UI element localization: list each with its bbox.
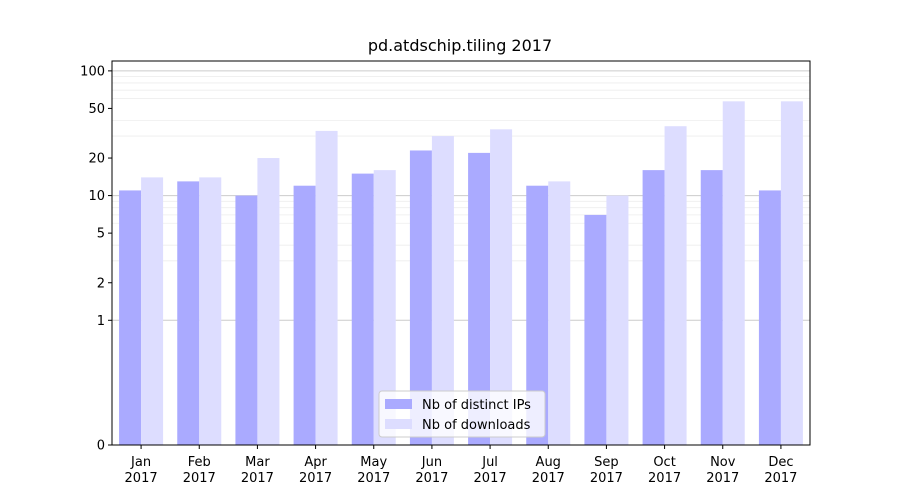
bar-distinct-ips [293, 185, 316, 445]
x-tick-label-month: Jan [130, 455, 151, 470]
x-tick-label-month: Sep [594, 455, 619, 470]
x-tick-label-month: Dec [768, 455, 793, 470]
x-tick-label-year: 2017 [648, 471, 681, 486]
x-tick-label-month: Feb [188, 455, 211, 470]
x-tick-label-year: 2017 [299, 471, 332, 486]
bar-distinct-ips [119, 190, 142, 445]
bars-layer [119, 101, 803, 446]
bar-downloads [373, 170, 396, 445]
legend-label: Nb of distinct IPs [422, 398, 531, 413]
x-tick-label-year: 2017 [706, 471, 739, 486]
y-tick-label: 10 [88, 189, 105, 204]
x-tick-label-month: Nov [710, 455, 736, 470]
y-tick-label: 20 [88, 152, 105, 167]
legend-label: Nb of downloads [422, 418, 531, 433]
x-tick-label-month: Jun [421, 455, 442, 470]
legend-box [378, 390, 546, 438]
bar-distinct-ips [700, 170, 723, 445]
x-tick-label-month: Jul [481, 455, 498, 470]
x-tick-label-month: Mar [245, 455, 270, 470]
chart-title: pd.atdschip.tiling 2017 [368, 36, 552, 55]
bar-downloads [664, 126, 687, 446]
bar-downloads [780, 101, 803, 446]
legend: Nb of distinct IPs Nb of downloads [378, 390, 546, 438]
bar-distinct-ips [235, 195, 258, 445]
x-tick-label-month: Aug [536, 455, 561, 470]
y-tick-label: 50 [88, 102, 105, 117]
axes-layer: Jan2017Feb2017Mar2017Apr2017May2017Jun20… [80, 60, 811, 486]
y-tick-label: 1 [97, 314, 105, 329]
x-tick-label-year: 2017 [474, 471, 507, 486]
legend-swatch [385, 419, 412, 429]
bar-downloads [257, 158, 280, 445]
grid-layer [112, 70, 810, 321]
x-tick-label-year: 2017 [764, 471, 797, 486]
bar-distinct-ips [351, 173, 374, 445]
x-tick-label-year: 2017 [357, 471, 390, 486]
bar-distinct-ips [526, 185, 549, 445]
y-tick-label: 2 [97, 276, 105, 291]
y-tick-label: 0 [97, 439, 105, 454]
x-tick-label-month: Apr [304, 455, 327, 470]
bar-downloads [431, 136, 454, 446]
bar-downloads [315, 130, 338, 445]
legend-swatch [385, 399, 412, 409]
y-tick-label: 5 [97, 227, 105, 242]
bar-distinct-ips [758, 190, 781, 445]
x-tick-label-year: 2017 [590, 471, 623, 486]
bar-downloads [490, 129, 513, 446]
bar-downloads [548, 181, 571, 445]
plot-frame [111, 60, 811, 446]
x-tick-label-year: 2017 [415, 471, 448, 486]
bar-downloads [141, 177, 164, 445]
x-tick-label-year: 2017 [532, 471, 565, 486]
bar-downloads [606, 195, 629, 445]
bar-distinct-ips [468, 152, 491, 445]
bar-distinct-ips [177, 181, 200, 445]
x-tick-label-year: 2017 [241, 471, 274, 486]
bar-downloads [722, 101, 745, 446]
bar-distinct-ips [409, 150, 432, 445]
y-tick-label: 100 [80, 64, 105, 79]
x-tick-label-month: May [360, 455, 387, 470]
bar-distinct-ips [584, 214, 607, 445]
bar-downloads [199, 177, 222, 445]
x-tick-label-month: Oct [653, 455, 675, 470]
bar-distinct-ips [642, 170, 665, 445]
x-tick-label-year: 2017 [183, 471, 216, 486]
x-tick-label-year: 2017 [125, 471, 158, 486]
